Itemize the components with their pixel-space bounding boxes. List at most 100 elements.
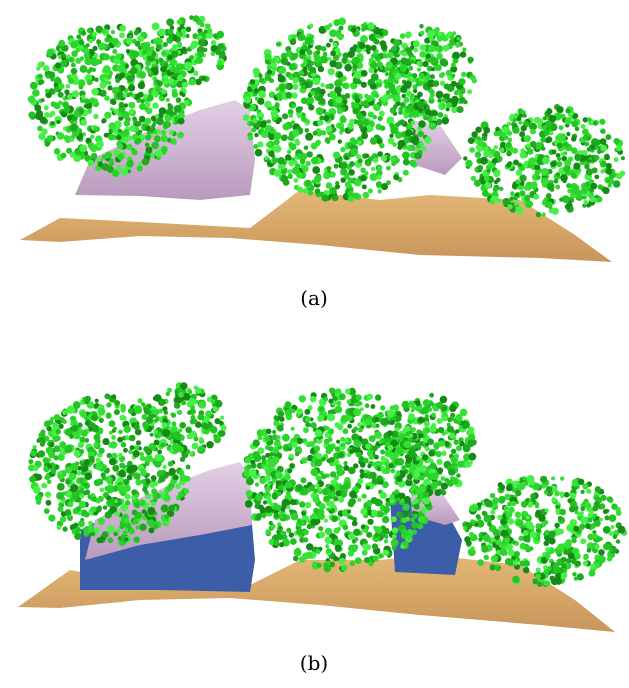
leaf-point [195, 388, 201, 394]
leaf-point [493, 187, 498, 192]
leaf-point [543, 116, 547, 120]
leaf-point [154, 419, 158, 423]
leaf-point [430, 122, 435, 127]
leaf-point [100, 82, 107, 89]
leaf-point [139, 524, 146, 531]
leaf-point [400, 86, 407, 93]
leaf-point [599, 119, 605, 125]
leaf-point [536, 573, 541, 578]
leaf-point [37, 62, 43, 68]
leaf-point [470, 75, 476, 81]
leaf-point [373, 104, 379, 110]
leaf-point [357, 422, 361, 426]
leaf-point [590, 197, 596, 203]
leaf-point [268, 150, 274, 156]
leaf-point [62, 410, 67, 415]
leaf-point [456, 473, 460, 477]
leaf-point [103, 54, 110, 61]
leaf-point [388, 83, 395, 90]
leaf-point [323, 397, 328, 402]
leaf-point [319, 503, 326, 510]
leaf-point [217, 436, 221, 440]
leaf-point [419, 51, 426, 58]
leaf-point [589, 570, 596, 577]
leaf-point [336, 401, 341, 406]
leaf-point [277, 425, 284, 432]
leaf-point [337, 72, 343, 78]
leaf-point [528, 158, 535, 165]
leaf-point [340, 485, 346, 491]
leaf-point [543, 580, 549, 586]
leaf-point [446, 70, 453, 77]
leaf-point [90, 144, 98, 152]
leaf-point [81, 463, 85, 467]
leaf-point [427, 407, 432, 412]
leaf-point [441, 483, 448, 490]
leaf-point [96, 499, 101, 504]
leaf-point [166, 98, 170, 102]
leaf-point [178, 428, 182, 432]
leaf-point [498, 496, 505, 503]
leaf-point [311, 422, 317, 428]
leaf-point [315, 483, 319, 487]
leaf-point [147, 507, 155, 515]
leaf-point [609, 531, 614, 536]
leaf-point [198, 414, 204, 420]
leaf-point [45, 89, 49, 93]
leaf-point [181, 47, 186, 52]
leaf-point [262, 460, 267, 465]
leaf-point [574, 154, 581, 161]
leaf-point [541, 557, 547, 563]
leaf-point [536, 212, 541, 217]
leaf-point [577, 512, 582, 517]
leaf-point [409, 113, 414, 118]
leaf-point [360, 35, 368, 43]
leaf-point [379, 536, 384, 541]
leaf-point [51, 101, 57, 107]
leaf-point [158, 409, 163, 414]
page: (a) (b) (() => { const data = JSON.parse… [0, 0, 629, 688]
leaf-point [182, 82, 188, 88]
leaf-point [459, 94, 463, 98]
leaf-point [583, 561, 588, 566]
leaf-point [467, 89, 472, 94]
leaf-point [433, 80, 440, 87]
leaf-point [431, 67, 435, 71]
leaf-point [276, 42, 281, 47]
leaf-point [91, 493, 95, 497]
leaf-point [505, 558, 512, 565]
leaf-point [366, 486, 370, 490]
leaf-point [364, 474, 368, 478]
leaf-point [410, 447, 416, 453]
leaf-point [540, 137, 546, 143]
leaf-point [30, 82, 38, 90]
leaf-point [125, 500, 130, 505]
leaf-point [469, 147, 475, 153]
leaf-point [273, 540, 279, 546]
leaf-point [125, 537, 129, 541]
leaf-point [561, 152, 565, 156]
leaf-point [616, 510, 622, 516]
leaf-point [520, 181, 525, 186]
leaf-point [528, 164, 533, 169]
leaf-point [87, 160, 94, 167]
leaf-point [440, 81, 445, 86]
leaf-point [586, 168, 593, 175]
leaf-point [119, 490, 124, 495]
leaf-point [524, 135, 531, 142]
leaf-point [309, 441, 315, 447]
leaf-point [463, 100, 467, 104]
leaf-point [609, 179, 615, 185]
leaf-point [144, 456, 150, 462]
leaf-point [581, 490, 585, 494]
leaf-point [360, 168, 365, 173]
leaf-point [445, 478, 450, 483]
leaf-point [324, 519, 328, 523]
leaf-point [87, 28, 92, 33]
leaf-point [505, 511, 512, 518]
leaf-point [57, 473, 63, 479]
leaf-point [294, 73, 298, 77]
leaf-point [295, 163, 300, 168]
leaf-point [352, 64, 358, 70]
leaf-point [525, 200, 533, 208]
